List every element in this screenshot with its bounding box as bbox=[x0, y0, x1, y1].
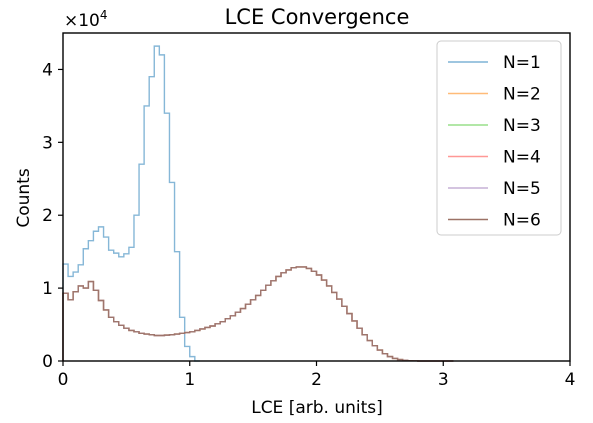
series-line-n-4 bbox=[62, 266, 454, 362]
legend-items: N=1 N=2 N=3 N=4 N=5 N=6 bbox=[448, 53, 541, 231]
y-axis-offset-text: ×104 bbox=[64, 8, 108, 31]
legend-box bbox=[436, 40, 562, 236]
y-tick-label: 0 bbox=[42, 352, 53, 372]
series-line-n-1 bbox=[62, 45, 200, 362]
series-line-n-3 bbox=[62, 266, 454, 362]
series-line-n-5 bbox=[62, 266, 454, 362]
chart-title: LCE Convergence bbox=[225, 5, 410, 29]
y-offset-base: ×10 bbox=[64, 11, 100, 31]
y-tick-label: 1 bbox=[42, 279, 53, 299]
legend-label: N=2 bbox=[503, 85, 541, 105]
y-tick-label: 4 bbox=[42, 60, 53, 80]
legend-label: N=6 bbox=[503, 211, 541, 231]
legend-label: N=3 bbox=[503, 116, 541, 136]
x-axis-label: LCE [arb. units] bbox=[251, 398, 383, 418]
x-tick-label: 4 bbox=[565, 370, 576, 390]
y-axis-label: Counts bbox=[14, 168, 34, 227]
y-tick-label: 3 bbox=[42, 133, 53, 153]
ticks-layer: 0 1 2 3 4 0 1 2 3 4 bbox=[42, 60, 575, 390]
y-offset-exponent: 4 bbox=[100, 8, 108, 22]
legend-label: N=4 bbox=[503, 148, 541, 168]
series-line-n-2 bbox=[62, 266, 454, 362]
x-tick-label: 1 bbox=[184, 370, 195, 390]
x-tick-label: 2 bbox=[311, 370, 322, 390]
plot-frame bbox=[62, 32, 571, 362]
legend-label: N=5 bbox=[503, 179, 541, 199]
series-layer bbox=[62, 45, 454, 362]
legend-label: N=1 bbox=[503, 53, 541, 73]
series-line-n-6 bbox=[62, 266, 454, 362]
y-tick-label: 2 bbox=[42, 206, 53, 226]
x-tick-label: 3 bbox=[438, 370, 449, 390]
x-tick-label: 0 bbox=[58, 370, 69, 390]
legend: N=1 N=2 N=3 N=4 N=5 N=6 bbox=[436, 40, 562, 236]
